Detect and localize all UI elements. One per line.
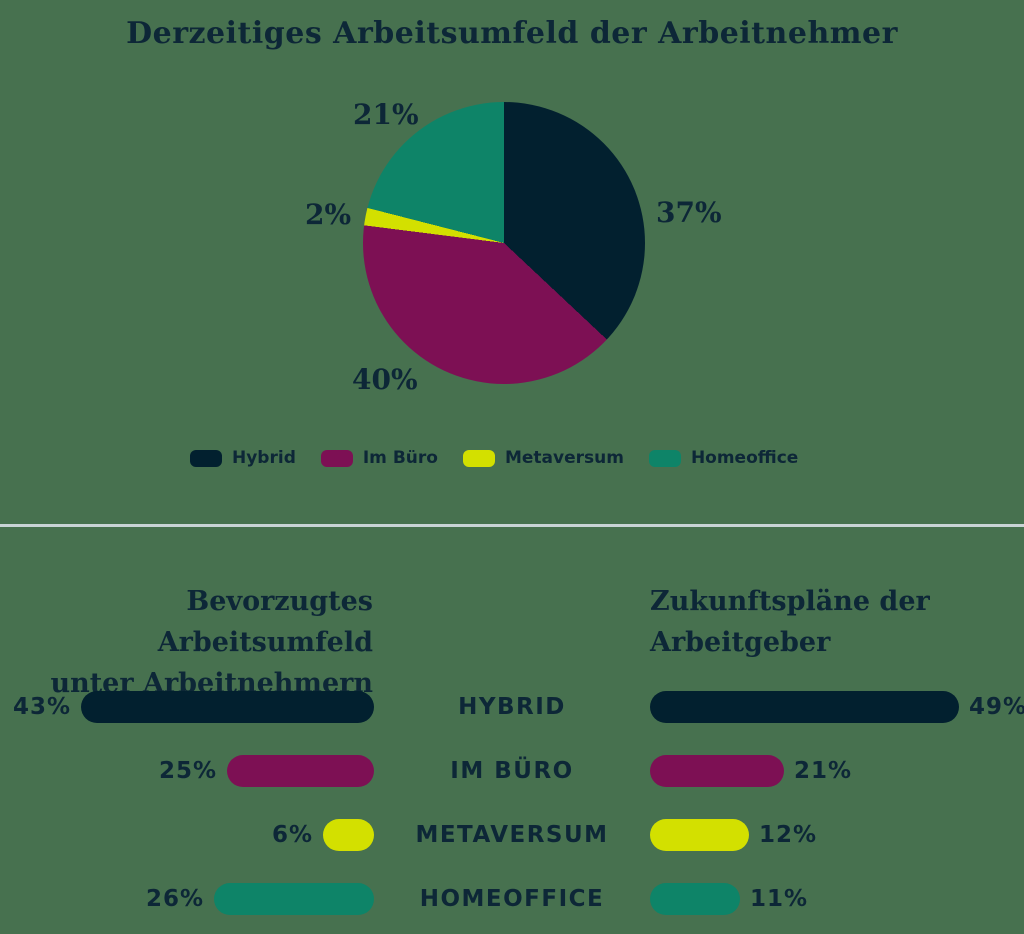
pie-label-im-buero: 40% — [352, 363, 418, 396]
right-bar-zone: 21% — [650, 755, 1024, 787]
pie-chart — [363, 102, 645, 384]
legend-item-hybrid: Hybrid — [190, 448, 296, 468]
right-bar-hybrid — [650, 691, 959, 723]
category-label-im-buero: IM BÜRO — [450, 758, 574, 784]
bar-row-im-buero: 25% IM BÜRO 21% — [0, 755, 1024, 787]
left-chart-title-line1: Bevorzugtes Arbeitsumfeld — [157, 586, 373, 658]
right-bar-im-buero — [650, 755, 784, 787]
left-value-metaversum: 6% — [271, 822, 313, 848]
category-zone: HOMEOFFICE — [374, 883, 650, 915]
right-value-metaversum: 12% — [759, 822, 818, 848]
pie-label-hybrid: 37% — [656, 196, 722, 229]
legend-label-metaversum: Metaversum — [504, 448, 624, 468]
category-label-metaversum: METAVERSUM — [415, 822, 609, 848]
right-chart-title: Zukunftspläne der Arbeitgeber — [650, 581, 1024, 663]
left-bar-im-buero — [227, 755, 374, 787]
pie-legend: Hybrid Im Büro Metaversum Homeoffice — [190, 448, 798, 468]
legend-label-im-buero: Im Büro — [362, 448, 438, 468]
section-divider — [0, 524, 1024, 527]
left-bar-zone: 26% — [0, 883, 374, 915]
legend-swatch-im-buero — [320, 449, 353, 467]
left-bar-metaversum — [323, 819, 374, 851]
page-title: Derzeitiges Arbeitsumfeld der Arbeitnehm… — [126, 16, 898, 51]
left-value-im-buero: 25% — [158, 758, 217, 784]
left-bar-zone: 43% — [0, 691, 374, 723]
left-value-hybrid: 43% — [12, 694, 71, 720]
right-bar-zone: 12% — [650, 819, 1024, 851]
right-value-hybrid: 49% — [969, 694, 1024, 720]
bar-row-homeoffice: 26% HOMEOFFICE 11% — [0, 883, 1024, 915]
category-zone: HYBRID — [374, 691, 650, 723]
left-bar-zone: 6% — [0, 819, 374, 851]
right-value-im-buero: 21% — [794, 758, 853, 784]
pie-label-homeoffice: 21% — [353, 98, 419, 131]
right-bar-homeoffice — [650, 883, 740, 915]
legend-item-im-buero: Im Büro — [320, 448, 438, 468]
right-bar-zone: 49% — [650, 691, 1024, 723]
right-bar-zone: 11% — [650, 883, 1024, 915]
category-zone: IM BÜRO — [374, 755, 650, 787]
pie-label-metaversum: 2% — [305, 198, 352, 231]
left-bar-homeoffice — [214, 883, 374, 915]
left-bar-zone: 25% — [0, 755, 374, 787]
category-label-hybrid: HYBRID — [458, 694, 566, 720]
legend-item-metaversum: Metaversum — [462, 448, 624, 468]
legend-item-homeoffice: Homeoffice — [648, 448, 799, 468]
right-chart-title-line1: Zukunftspläne der — [650, 586, 930, 617]
bar-row-metaversum: 6% METAVERSUM 12% — [0, 819, 1024, 851]
legend-swatch-hybrid — [190, 449, 222, 467]
category-zone: METAVERSUM — [374, 819, 650, 851]
legend-swatch-metaversum — [462, 449, 495, 467]
left-value-homeoffice: 26% — [145, 886, 204, 912]
legend-swatch-homeoffice — [648, 449, 681, 467]
category-label-homeoffice: HOMEOFFICE — [419, 886, 605, 912]
left-chart-title: Bevorzugtes Arbeitsumfeld unter Arbeitne… — [0, 581, 373, 704]
left-bar-hybrid — [81, 691, 374, 723]
legend-label-homeoffice: Homeoffice — [690, 448, 799, 468]
bar-row-hybrid: 43% HYBRID 49% — [0, 691, 1024, 723]
right-value-homeoffice: 11% — [750, 886, 809, 912]
right-bar-metaversum — [650, 819, 749, 851]
legend-label-hybrid: Hybrid — [232, 448, 296, 468]
right-chart-title-line2: Arbeitgeber — [650, 627, 831, 658]
